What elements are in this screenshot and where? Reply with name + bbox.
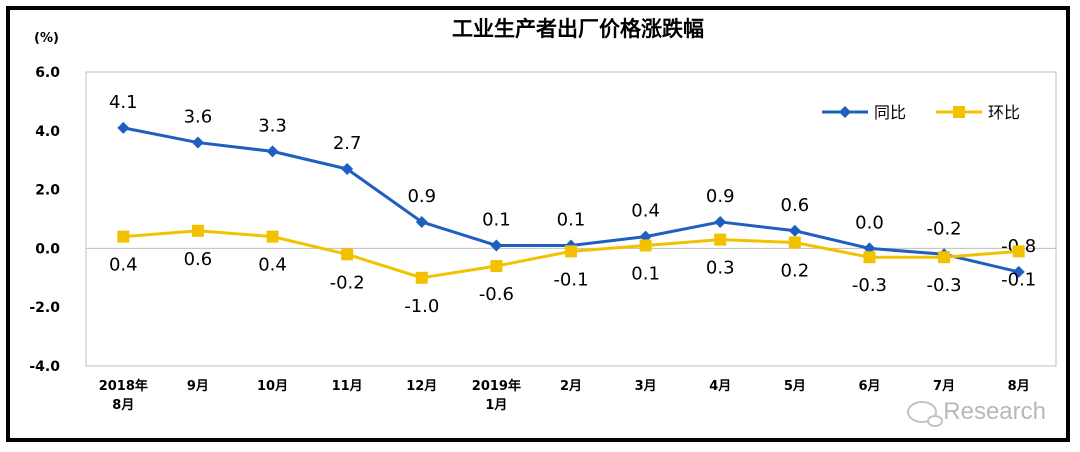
y-tick-label: 6.0 xyxy=(35,65,60,81)
y-tick-label: 0.0 xyxy=(35,241,60,257)
x-tick-label: 8月 xyxy=(112,398,134,413)
data-point-square xyxy=(938,251,951,264)
data-label: 0.4 xyxy=(109,255,138,276)
data-point-diamond xyxy=(490,239,503,252)
y-tick-label: 4.0 xyxy=(35,124,60,140)
x-tick-label: 2018年 xyxy=(99,378,148,394)
data-point-square xyxy=(1012,245,1025,258)
data-label: 3.6 xyxy=(184,107,213,128)
wechat-icon xyxy=(907,401,944,427)
data-label: 0.1 xyxy=(482,209,511,230)
data-point-diamond xyxy=(191,136,204,149)
legend-label: 环比 xyxy=(988,103,1020,122)
x-tick-label: 12月 xyxy=(406,379,437,394)
data-label: 0.1 xyxy=(557,209,586,230)
data-point-diamond xyxy=(266,145,279,158)
legend-label: 同比 xyxy=(874,103,906,122)
data-point-diamond xyxy=(714,215,727,228)
data-label: -0.2 xyxy=(330,272,365,293)
data-label: 2.7 xyxy=(333,133,362,154)
data-point-square xyxy=(191,224,204,237)
data-label: 4.1 xyxy=(109,92,138,113)
data-point-square xyxy=(863,251,876,264)
data-point-square xyxy=(415,271,428,284)
x-tick-label: 6月 xyxy=(858,379,880,394)
y-tick-label: -2.0 xyxy=(29,300,60,316)
x-tick-label: 8月 xyxy=(1008,379,1030,394)
data-label: -1.0 xyxy=(404,296,439,317)
legend-marker xyxy=(839,106,851,118)
data-point-square xyxy=(341,248,354,261)
data-label: -0.6 xyxy=(479,284,514,305)
chart-frame xyxy=(6,6,1070,442)
data-label: 0.6 xyxy=(781,195,810,216)
data-point-diamond xyxy=(117,121,130,134)
x-tick-label: 2019年 xyxy=(472,378,521,394)
data-label: 3.3 xyxy=(258,115,287,136)
data-point-square xyxy=(714,233,727,246)
data-point-square xyxy=(117,230,130,243)
data-label: 0.4 xyxy=(631,201,660,222)
data-point-square xyxy=(565,245,577,258)
x-tick-label: 9月 xyxy=(187,379,209,394)
watermark-text: Research xyxy=(943,398,1046,425)
watermark: Research xyxy=(907,398,1046,427)
x-tick-label: 2月 xyxy=(560,379,582,394)
x-tick-label: 7月 xyxy=(933,379,955,394)
legend-marker xyxy=(953,106,965,118)
y-axis-label: (%) xyxy=(34,31,59,46)
y-tick-label: 2.0 xyxy=(35,183,60,199)
data-label: 0.2 xyxy=(781,261,810,282)
x-tick-label: 11月 xyxy=(332,379,363,394)
data-label: 0.1 xyxy=(631,263,660,284)
data-point-diamond xyxy=(415,215,428,228)
data-point-diamond xyxy=(788,224,801,237)
data-label: 0.0 xyxy=(855,212,884,233)
data-label: 0.9 xyxy=(407,186,436,207)
data-point-square xyxy=(639,239,652,252)
data-label: -0.3 xyxy=(852,275,887,296)
data-label: 0.3 xyxy=(706,258,735,279)
data-point-square xyxy=(490,260,503,273)
x-tick-label: 5月 xyxy=(784,379,806,394)
data-point-diamond xyxy=(1012,265,1025,278)
data-label: -0.1 xyxy=(1001,269,1036,290)
data-label: 0.6 xyxy=(184,249,213,270)
data-label: -0.3 xyxy=(927,275,962,296)
plot-border xyxy=(85,71,1057,367)
data-point-diamond xyxy=(341,163,354,176)
data-point-square xyxy=(266,230,279,243)
data-label: -0.2 xyxy=(927,218,962,239)
x-tick-label: 4月 xyxy=(709,379,731,394)
data-label: -0.1 xyxy=(553,269,588,290)
y-tick-label: -4.0 xyxy=(29,359,60,375)
x-tick-label: 1月 xyxy=(485,398,507,413)
x-tick-label: 10月 xyxy=(257,379,288,394)
data-label: 0.4 xyxy=(258,255,287,276)
chart-title: 工业生产者出厂价格涨跌幅 xyxy=(452,17,704,41)
x-tick-label: 3月 xyxy=(635,379,657,394)
data-point-square xyxy=(788,236,801,249)
data-label: 0.9 xyxy=(706,186,735,207)
